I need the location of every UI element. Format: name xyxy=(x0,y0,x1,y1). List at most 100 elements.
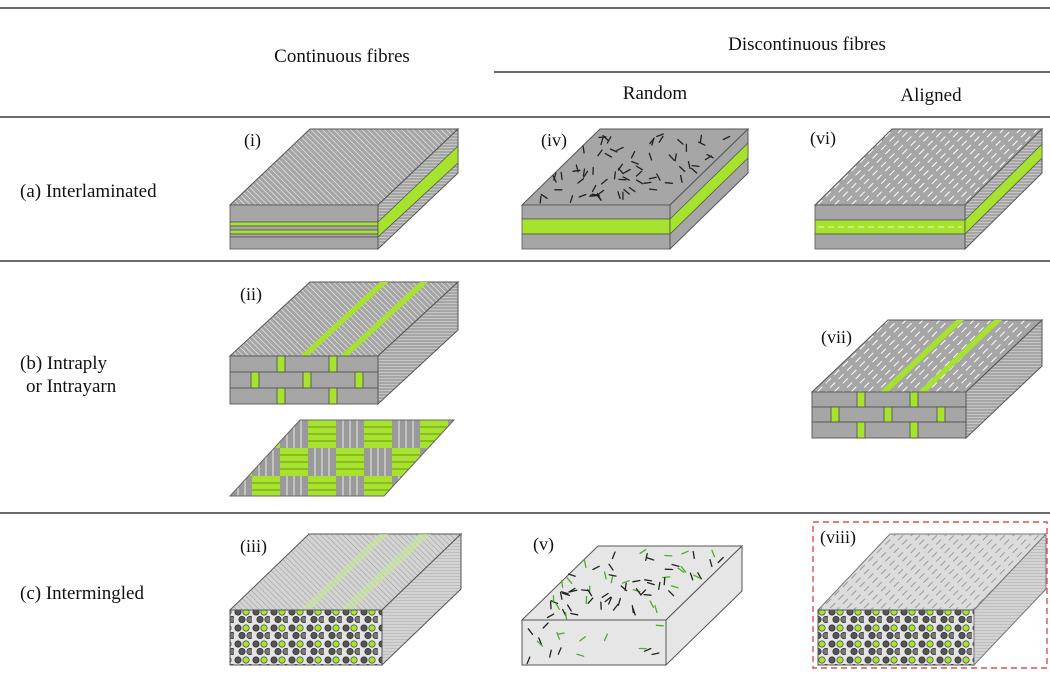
short-fibre xyxy=(654,605,658,614)
short-fibre xyxy=(623,168,631,174)
short-fibre xyxy=(656,173,661,181)
label-vi: (vi) xyxy=(810,128,836,149)
short-fibre xyxy=(589,194,598,197)
short-fibre xyxy=(687,161,691,170)
short-fibre xyxy=(628,186,636,193)
short-fibre xyxy=(656,133,664,138)
short-fibre xyxy=(577,178,585,184)
short-fibre xyxy=(668,590,675,597)
label-iii: (iii) xyxy=(240,536,267,557)
short-fibre xyxy=(557,647,562,655)
short-fibre xyxy=(591,184,597,193)
short-fibre xyxy=(575,164,579,173)
short-fibre xyxy=(664,182,674,184)
diagram-viii-intermingled-aligned: (viii) xyxy=(812,521,1048,669)
short-fibre xyxy=(691,164,700,168)
short-fibre xyxy=(680,565,687,573)
diagram-ii-intraply-continuous: (ii) xyxy=(228,280,460,497)
short-fibre xyxy=(569,589,578,593)
short-fibre xyxy=(559,591,563,600)
short-fibre xyxy=(709,559,713,568)
short-fibre xyxy=(646,581,655,586)
short-fibre xyxy=(697,572,702,580)
header-continuous-fibres: Continuous fibres xyxy=(274,46,410,67)
short-fibre xyxy=(600,137,604,146)
short-fibre xyxy=(603,571,607,580)
short-fibre xyxy=(555,602,561,610)
short-fibre xyxy=(583,170,589,178)
short-fibre xyxy=(648,152,653,161)
short-fibre xyxy=(602,134,609,142)
label-iv: (iv) xyxy=(541,130,567,151)
short-fibre xyxy=(706,153,714,159)
short-fibre xyxy=(639,548,647,555)
short-fibre xyxy=(677,567,685,573)
short-fibre xyxy=(546,613,555,619)
short-fibre xyxy=(564,611,568,621)
diagram-v-intermingled-random: (v) xyxy=(520,534,744,667)
short-fibre xyxy=(649,137,655,145)
short-fibre xyxy=(635,179,644,185)
short-fibre xyxy=(604,152,613,158)
short-fibre xyxy=(690,167,698,174)
row-label-intermingled: (c) Intermingled xyxy=(20,583,144,604)
short-fibre xyxy=(648,188,658,191)
short-fibre xyxy=(692,550,695,560)
short-fibre xyxy=(538,637,543,646)
short-fibre xyxy=(608,574,617,577)
short-fibre xyxy=(635,170,643,177)
short-fibre xyxy=(600,178,608,185)
short-fibre xyxy=(540,193,548,199)
short-fibre xyxy=(648,176,657,180)
label-i: (i) xyxy=(244,130,261,151)
short-fibre xyxy=(674,153,677,162)
short-fibre xyxy=(645,552,648,562)
short-fibre xyxy=(697,141,706,146)
short-fibre xyxy=(699,134,703,143)
short-fibre xyxy=(569,195,574,203)
short-fibre xyxy=(668,154,675,161)
short-fibre xyxy=(643,181,652,184)
short-fibre xyxy=(562,592,571,597)
short-fibre xyxy=(601,592,609,598)
short-fibre xyxy=(560,591,569,595)
short-fibre xyxy=(566,577,573,584)
short-fibre xyxy=(570,612,579,616)
short-fibre xyxy=(646,557,655,561)
short-fibre xyxy=(608,563,614,571)
short-fibre xyxy=(609,148,618,153)
short-fibre xyxy=(635,165,643,171)
short-fibre xyxy=(597,189,605,196)
short-fibre xyxy=(582,145,585,154)
short-fibre xyxy=(542,622,549,629)
short-fibre xyxy=(567,573,576,577)
short-fibre xyxy=(643,593,652,596)
short-fibre xyxy=(553,172,557,181)
short-fibre xyxy=(679,174,683,183)
short-fibre xyxy=(576,653,585,657)
short-fibre xyxy=(612,603,619,611)
short-fibre xyxy=(583,560,587,569)
short-fibre xyxy=(632,607,636,616)
short-fibre xyxy=(658,135,664,143)
header-aligned: Aligned xyxy=(900,85,962,106)
short-fibre xyxy=(689,572,694,581)
diagram-iii-intermingled-continuous: (iii) xyxy=(228,532,463,667)
short-fibre xyxy=(585,595,588,605)
short-fibre xyxy=(630,150,636,159)
short-fibre xyxy=(566,604,572,612)
short-fibre xyxy=(631,160,639,165)
short-fibre xyxy=(527,628,534,636)
short-fibre xyxy=(623,188,630,195)
short-fibre xyxy=(550,600,559,605)
label-ii: (ii) xyxy=(240,284,262,305)
short-fibre xyxy=(611,551,616,560)
short-fibre xyxy=(632,579,641,583)
label-v: (v) xyxy=(533,534,554,555)
short-fibre xyxy=(587,597,594,604)
short-fibre xyxy=(608,596,613,605)
diagram-vi-interlaminated-aligned: (vi) xyxy=(810,127,1044,251)
short-fibre xyxy=(561,579,564,588)
short-fibre xyxy=(604,596,612,603)
